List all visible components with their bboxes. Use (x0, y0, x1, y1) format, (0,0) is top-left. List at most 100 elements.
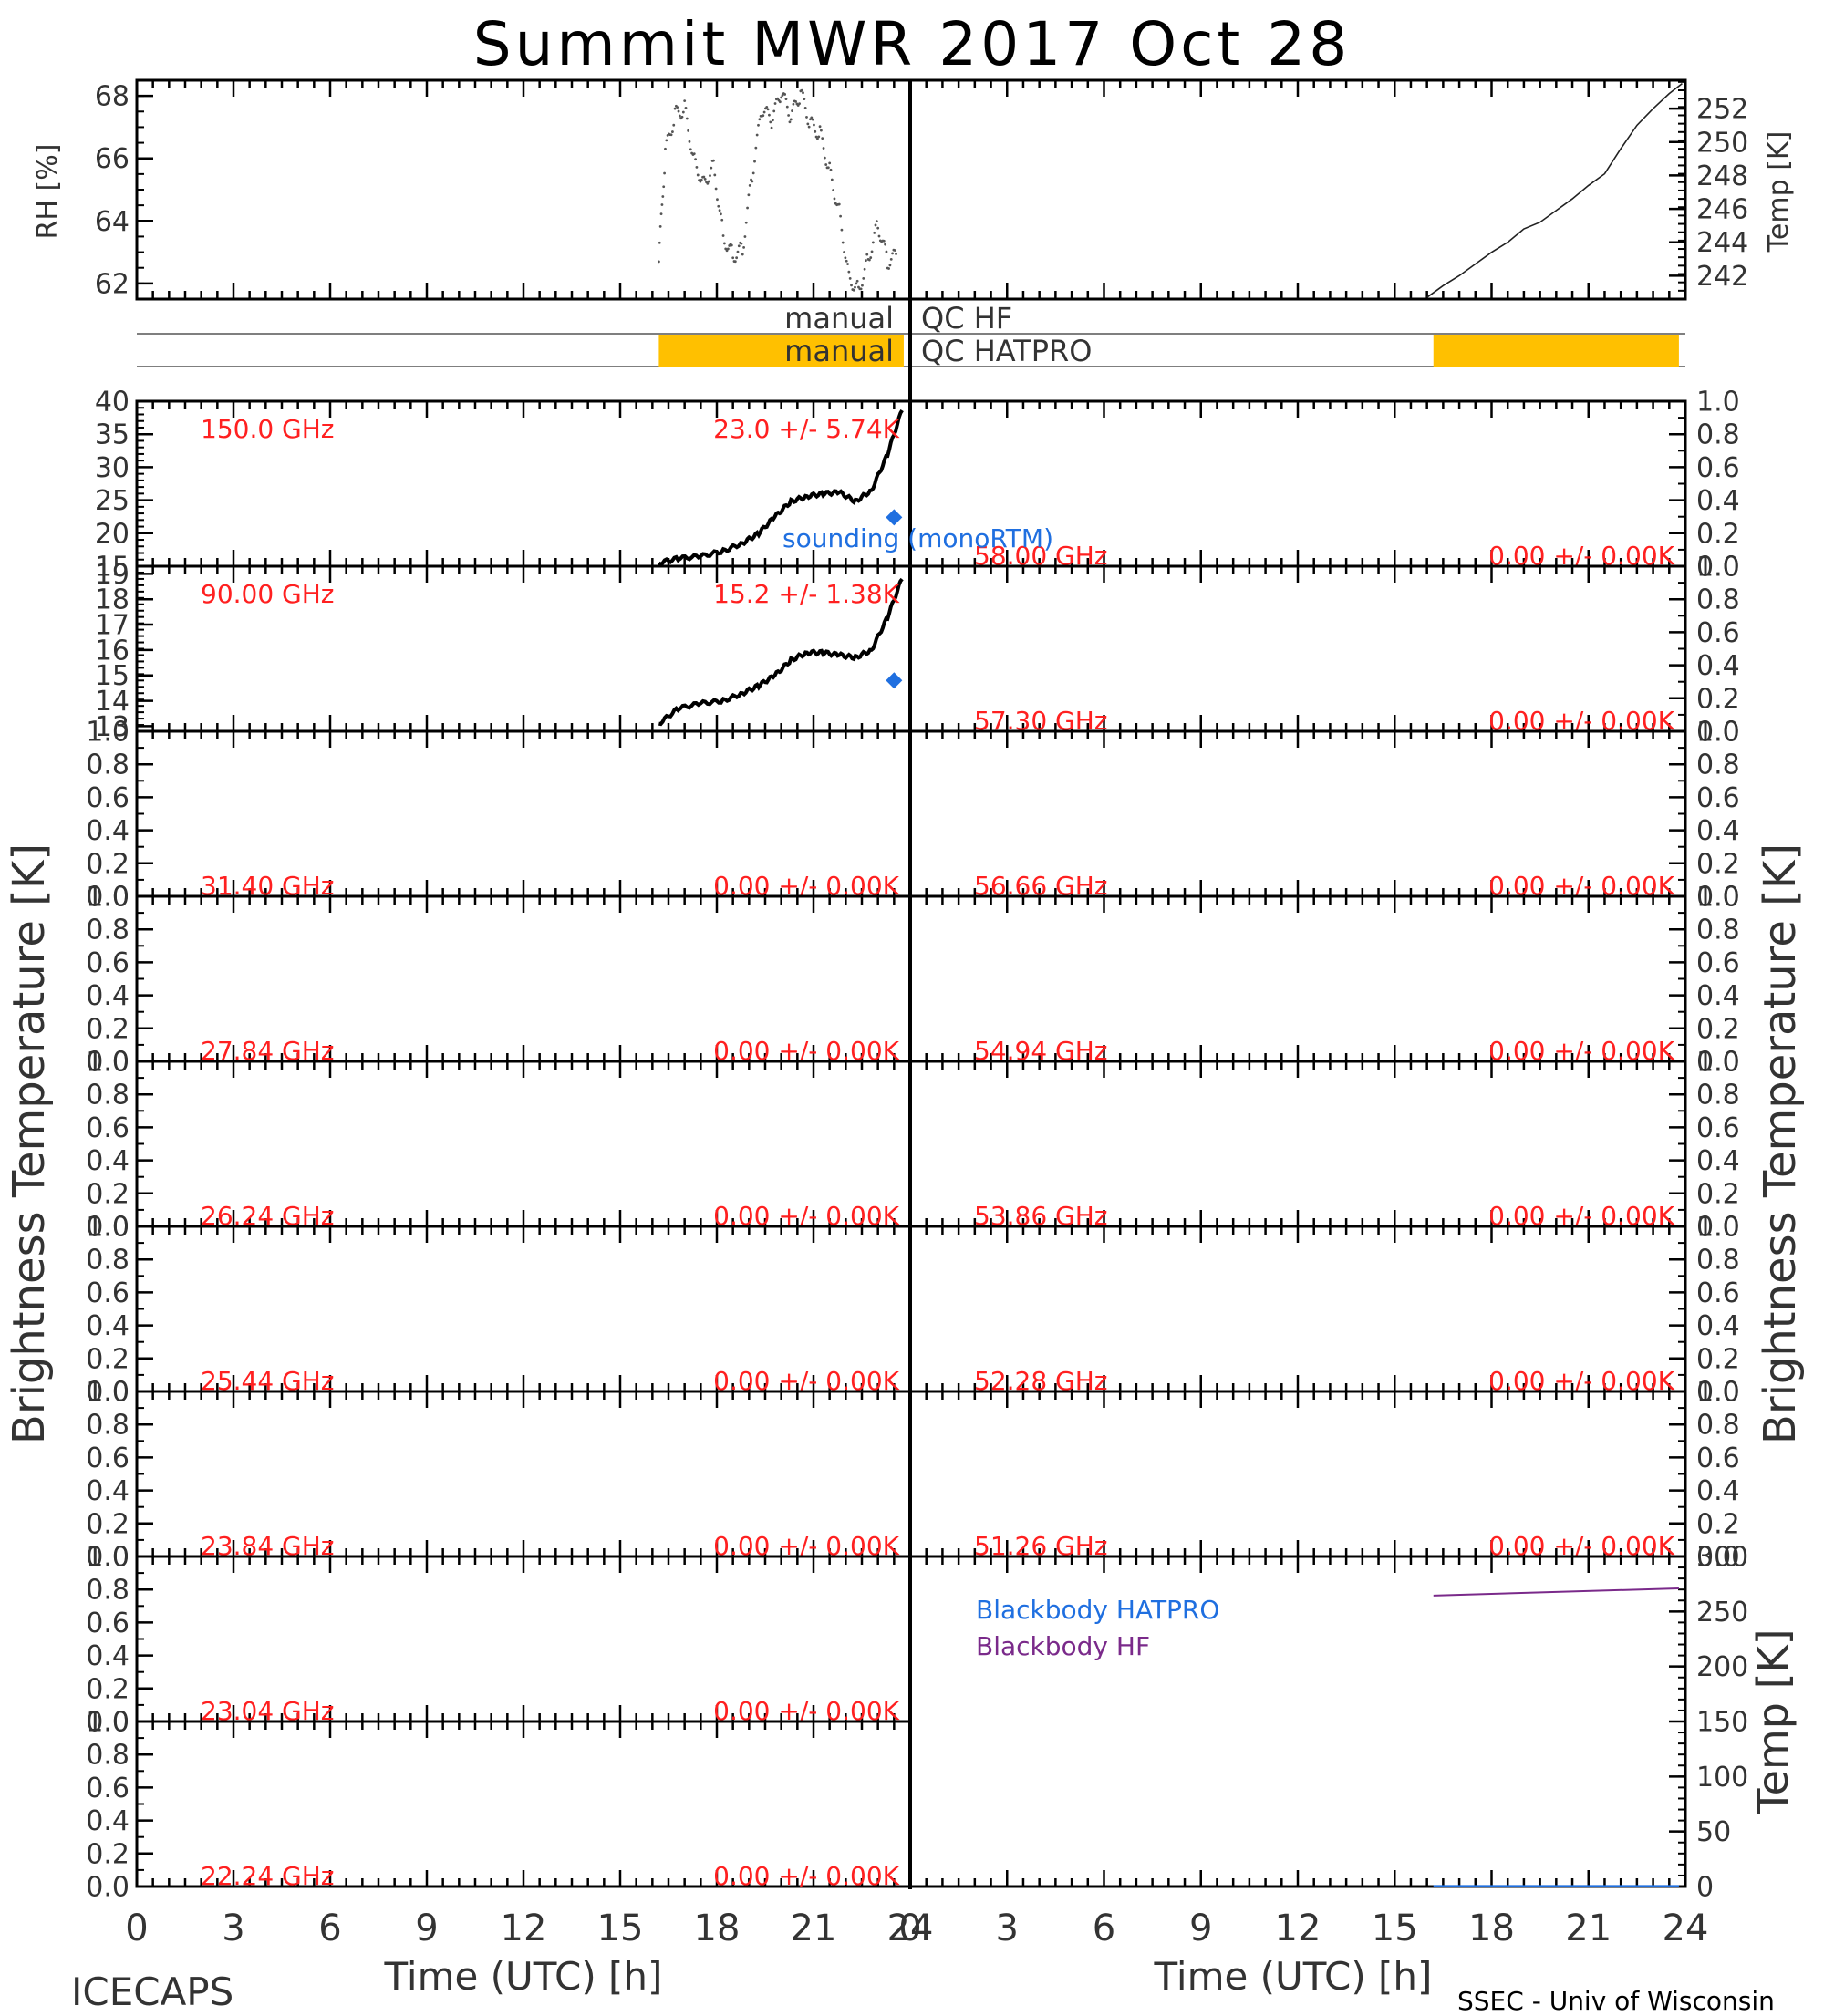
rh-point (803, 107, 807, 109)
rh-point (867, 258, 871, 262)
y-tick-label: 250 (1696, 127, 1748, 159)
y-tick-label: 0.0 (86, 1872, 130, 1904)
sounding-marker (886, 509, 903, 526)
rh-point (751, 180, 754, 183)
y-tick-label: 0.6 (1696, 1442, 1740, 1474)
bt-22.24-y-ticks: 0.00.20.40.60.81.0 (86, 1707, 153, 1904)
temp-panel-frame (908, 78, 1687, 301)
rh-point (846, 263, 849, 265)
rh-point (848, 277, 852, 280)
rh-point (741, 253, 744, 256)
y-tick-label: 0.2 (86, 1013, 130, 1045)
rh-point (692, 152, 696, 156)
y-tick-label: 252 (1696, 94, 1748, 126)
qc-row-label-right: QC HF (921, 301, 1012, 336)
bt-23.04-y-ticks: 0.00.20.40.60.81.0 (86, 1542, 153, 1739)
rh-point (685, 117, 689, 120)
rh-point (891, 252, 894, 255)
y-tick-label: 0.6 (86, 947, 130, 979)
bt-57.30-y-ticks: 0.00.20.40.60.81.0 (1669, 552, 1740, 749)
temp-series-line (1426, 83, 1683, 298)
rh-point (874, 223, 877, 227)
rh-point (876, 226, 880, 230)
rh-point (722, 242, 726, 245)
y-tick-label: 0.8 (1696, 750, 1740, 781)
rh-point (672, 123, 676, 127)
rh-point (822, 147, 825, 150)
rh-point (681, 110, 685, 114)
rh-point (789, 118, 793, 121)
blackbody-series-line (1433, 1587, 1679, 1597)
y-tick-label: 0.4 (1696, 650, 1740, 682)
y-tick-label: 68 (95, 81, 130, 113)
rh-point (862, 276, 865, 280)
rh-point (895, 253, 897, 255)
x-tick-label-left: 0 (125, 1907, 148, 1949)
rh-point (714, 187, 718, 191)
bt-23.84-y-ticks: 0.00.20.40.60.81.0 (86, 1377, 153, 1574)
rh-point (884, 243, 887, 246)
y-tick-label: 1.0 (86, 882, 130, 914)
rh-point (787, 114, 791, 117)
rh-point (850, 284, 853, 287)
rh-point (783, 93, 787, 96)
y-tick-label: 15 (95, 660, 130, 692)
rh-point (854, 285, 856, 289)
y-tick-label: 0.2 (1696, 1508, 1740, 1540)
x-tick-label-right: 24 (1663, 1907, 1709, 1949)
x-tick-label-left: 9 (415, 1907, 438, 1949)
rh-point (683, 99, 687, 102)
rh-point (771, 119, 774, 122)
rh-point (689, 148, 692, 151)
rh-point (659, 212, 663, 216)
blackbody-x-ticks (908, 1556, 1687, 1887)
rh-point (746, 206, 749, 210)
y-tick-label: 0.8 (86, 1410, 130, 1442)
rh-y-label: RH [%] (32, 144, 64, 240)
y-tick-label: 0.2 (1696, 1343, 1740, 1375)
y-tick-label: 0.2 (86, 1508, 130, 1540)
rh-point (888, 264, 892, 267)
rh-point (747, 193, 751, 197)
rh-point (821, 137, 824, 140)
x-axis-label-left: Time (UTC) [h] (384, 1954, 663, 1999)
x-tick-label-right: 0 (898, 1907, 921, 1949)
rh-point (844, 256, 847, 260)
rh-point (773, 102, 777, 105)
rh-point (710, 166, 713, 170)
rh-point (871, 241, 875, 244)
y-tick-label: 1.0 (86, 1707, 130, 1739)
rh-point (737, 244, 741, 248)
rh-point (661, 195, 665, 198)
rh-point (721, 234, 725, 237)
y-tick-label: 0.2 (1696, 683, 1740, 715)
rh-point (684, 107, 688, 109)
blackbody-legend-hatpro: Blackbody HATPRO (976, 1595, 1219, 1625)
rh-point (742, 245, 745, 249)
rh-point (784, 98, 788, 101)
y-tick-label: 1.0 (1696, 1377, 1740, 1409)
x-tick-label-left: 18 (694, 1907, 741, 1949)
rh-point (806, 122, 810, 126)
rh-point (688, 140, 691, 143)
y-tick-label: 19 (95, 559, 130, 591)
rh-x-ticks (135, 80, 912, 299)
sounding-marker (886, 672, 903, 689)
bt-26.24-y-ticks: 0.00.20.40.60.81.0 (86, 1047, 153, 1244)
y-tick-label: 0.6 (1696, 1112, 1740, 1144)
y-tick-label: 1.0 (86, 1212, 130, 1244)
rh-point (869, 256, 873, 259)
temp-y-label: Temp [K] (1763, 131, 1795, 253)
bt-series-line (658, 409, 904, 567)
rh-point (865, 259, 867, 263)
rh-point (798, 102, 801, 106)
rh-point (824, 163, 828, 166)
rh-point (873, 231, 876, 234)
rh-point (665, 139, 668, 142)
temp-x-ticks (908, 80, 1687, 299)
bt-53.86-y-ticks: 0.00.20.40.60.81.0 (1669, 1047, 1740, 1244)
y-tick-label: 0.6 (86, 1112, 130, 1144)
y-tick-label: 0.0 (86, 1707, 130, 1739)
x-tick-label-left: 15 (597, 1907, 644, 1949)
